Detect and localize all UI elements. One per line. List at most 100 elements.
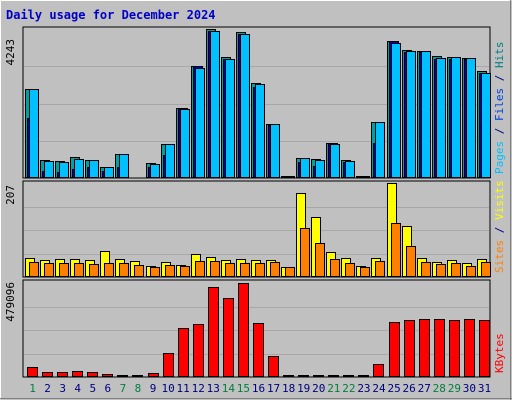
bar-sites-day-6 bbox=[104, 263, 114, 277]
bar-kbytes-day-8 bbox=[132, 375, 143, 377]
day-label: 23 bbox=[357, 382, 370, 395]
bar-sites-day-2 bbox=[44, 263, 54, 277]
bar-pages-day-31 bbox=[481, 73, 491, 178]
bar-pages-day-11 bbox=[180, 109, 190, 178]
bar-kbytes-day-18 bbox=[283, 375, 294, 377]
day-label: 30 bbox=[463, 382, 476, 395]
bar-sites-day-17 bbox=[270, 262, 280, 277]
day-label: 25 bbox=[387, 382, 400, 395]
bar-sites-day-28 bbox=[436, 264, 446, 277]
chart-title: Daily usage for December 2024 bbox=[6, 8, 216, 22]
bar-kbytes-day-6 bbox=[102, 374, 113, 377]
bar-pages-day-14 bbox=[225, 59, 235, 178]
bar-sites-day-14 bbox=[225, 263, 235, 277]
chart-panel-2: 207 Sites / Visits bbox=[4, 180, 506, 278]
bar-pages-day-24 bbox=[375, 122, 385, 178]
day-label: 31 bbox=[478, 382, 491, 395]
bar-kbytes-day-7 bbox=[117, 375, 128, 377]
day-label: 2 bbox=[44, 382, 51, 395]
day-label: 26 bbox=[403, 382, 416, 395]
day-label: 14 bbox=[222, 382, 236, 395]
day-label: 6 bbox=[105, 382, 112, 395]
bar-sites-day-21 bbox=[330, 259, 340, 277]
bar-kbytes-day-22 bbox=[343, 375, 354, 377]
bar-kbytes-day-28 bbox=[434, 319, 445, 377]
day-label: 9 bbox=[150, 382, 157, 395]
bar-pages-day-20 bbox=[315, 160, 325, 178]
bar-pages-day-9 bbox=[150, 164, 160, 178]
day-label: 19 bbox=[297, 382, 310, 395]
bar-pages-day-13 bbox=[210, 31, 220, 178]
day-label: 5 bbox=[89, 382, 96, 395]
bar-sites-day-8 bbox=[134, 265, 144, 277]
legend-part: Hits bbox=[493, 42, 506, 69]
panel-max-label: 479096 bbox=[4, 282, 17, 322]
bar-pages-day-29 bbox=[451, 57, 461, 178]
bar-pages-day-5 bbox=[89, 160, 99, 178]
bar-kbytes-day-31 bbox=[479, 320, 490, 377]
day-label: 22 bbox=[342, 382, 355, 395]
bar-sites-day-10 bbox=[165, 265, 175, 277]
legend-part: Sites bbox=[493, 240, 506, 273]
bar-kbytes-day-4 bbox=[72, 371, 83, 377]
day-label: 17 bbox=[267, 382, 280, 395]
bar-kbytes-day-29 bbox=[449, 320, 460, 377]
bar-pages-day-6 bbox=[104, 167, 114, 178]
bar-pages-day-21 bbox=[330, 144, 340, 178]
bar-sites-day-5 bbox=[89, 264, 99, 277]
panel-max-label: 207 bbox=[4, 185, 17, 205]
legend-part: / bbox=[493, 121, 506, 141]
bar-sites-day-20 bbox=[315, 243, 325, 277]
bar-kbytes-day-14 bbox=[223, 298, 234, 377]
day-label: 28 bbox=[433, 382, 446, 395]
bar-sites-day-24 bbox=[375, 261, 385, 277]
bar-sites-day-31 bbox=[481, 262, 491, 277]
series-pages bbox=[29, 31, 491, 178]
day-label: 10 bbox=[161, 382, 174, 395]
bar-sites-day-13 bbox=[210, 261, 220, 277]
day-label: 16 bbox=[252, 382, 265, 395]
bar-pages-day-1 bbox=[29, 89, 39, 178]
chart-panel-1: 4243 Pages / Files / Hits bbox=[4, 26, 506, 179]
bar-pages-day-17 bbox=[270, 124, 280, 178]
day-label: 12 bbox=[192, 382, 205, 395]
panel-max-label: 4243 bbox=[4, 39, 17, 66]
day-label: 7 bbox=[120, 382, 127, 395]
bar-sites-day-26 bbox=[406, 246, 416, 277]
legend-part: KBytes bbox=[493, 333, 506, 373]
bar-kbytes-day-1 bbox=[27, 367, 38, 377]
bar-kbytes-day-23 bbox=[358, 375, 369, 377]
bar-sites-day-27 bbox=[421, 262, 431, 277]
chart-panel-3: 479096 KBytes bbox=[4, 279, 506, 378]
bar-pages-day-27 bbox=[421, 51, 431, 178]
bar-sites-day-29 bbox=[451, 263, 461, 277]
bar-kbytes-day-2 bbox=[42, 372, 53, 377]
day-label: 11 bbox=[177, 382, 190, 395]
bar-pages-day-2 bbox=[44, 161, 54, 178]
day-label: 3 bbox=[59, 382, 66, 395]
bar-pages-day-12 bbox=[195, 68, 205, 178]
bar-kbytes-day-27 bbox=[419, 319, 430, 377]
legend-part: Visits bbox=[493, 180, 506, 220]
bar-kbytes-day-5 bbox=[87, 372, 98, 377]
bar-pages-day-28 bbox=[436, 58, 446, 178]
bar-sites-day-11 bbox=[180, 266, 190, 277]
bar-kbytes-day-19 bbox=[298, 375, 309, 377]
bar-kbytes-day-11 bbox=[178, 328, 189, 377]
legend-part: / bbox=[493, 220, 506, 240]
bar-pages-day-3 bbox=[59, 162, 69, 178]
bar-pages-day-19 bbox=[300, 158, 310, 178]
bar-sites-day-25 bbox=[391, 223, 401, 277]
day-label: 29 bbox=[448, 382, 461, 395]
bar-kbytes-day-30 bbox=[464, 319, 475, 377]
bar-pages-day-23 bbox=[360, 176, 370, 178]
bar-kbytes-day-12 bbox=[193, 324, 204, 377]
day-label: 4 bbox=[74, 382, 81, 395]
series-kbytes bbox=[27, 283, 490, 377]
day-label: 24 bbox=[372, 382, 386, 395]
bar-kbytes-day-21 bbox=[328, 375, 339, 377]
bar-pages-day-26 bbox=[406, 51, 416, 178]
bar-kbytes-day-16 bbox=[253, 323, 264, 377]
panel-legend-label: Sites / Visits bbox=[493, 180, 506, 273]
legend-part: Pages bbox=[493, 141, 506, 174]
